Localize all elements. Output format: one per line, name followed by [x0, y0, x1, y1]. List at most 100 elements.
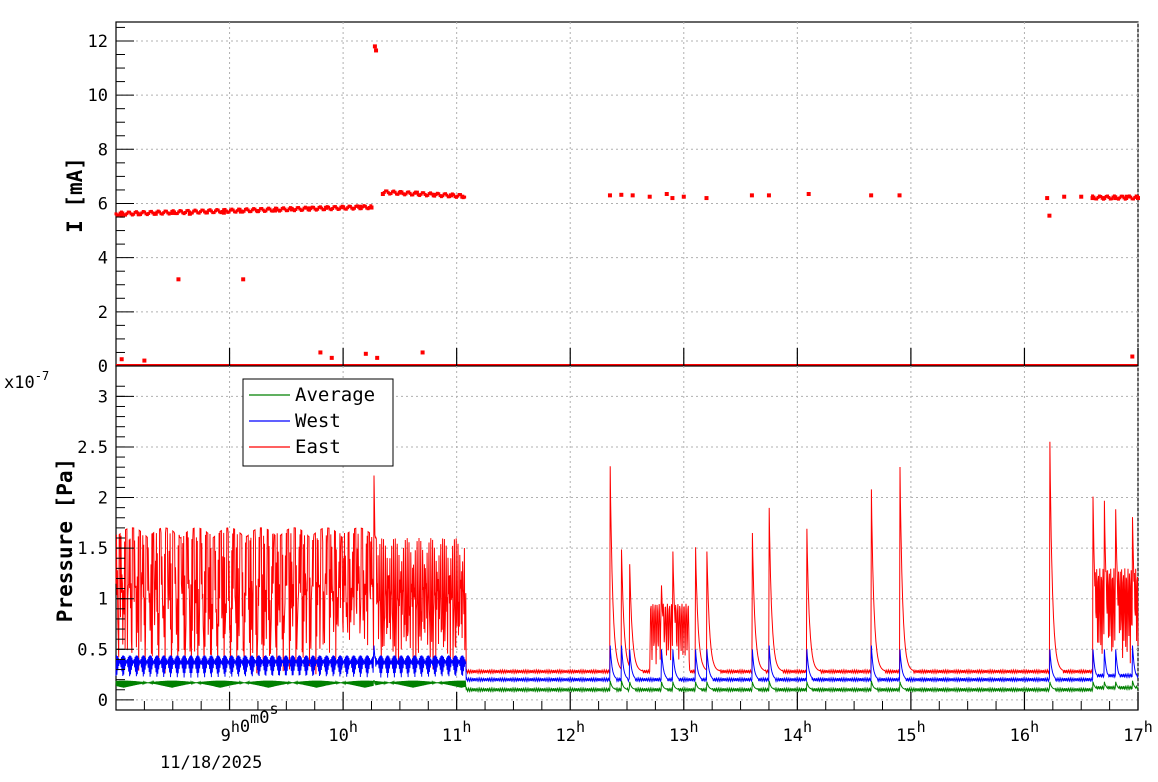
current-data-point	[268, 207, 272, 211]
pressure-y-tick-label: 2.5	[77, 438, 108, 458]
current-data-point	[117, 213, 121, 217]
pressure-x-tick-label: 11h	[442, 718, 472, 746]
current-data-point	[414, 190, 419, 195]
current-y-tick-label: 8	[98, 140, 108, 160]
pressure-x-tick-label: 14h	[783, 718, 813, 746]
current-data-point	[1113, 196, 1118, 201]
current-data-point	[1118, 196, 1122, 200]
current-data-point	[143, 210, 147, 214]
current-data-point	[179, 209, 183, 213]
current-data-point	[375, 355, 380, 360]
current-data-point	[1107, 196, 1111, 200]
current-data-point	[380, 192, 385, 196]
pressure-x-tick-label: 15h	[896, 718, 926, 746]
current-data-point	[670, 196, 675, 201]
pressure-series-east	[115, 441, 1139, 675]
current-data-point	[136, 212, 141, 217]
current-data-point	[255, 209, 260, 214]
current-data-point	[153, 211, 158, 216]
current-data-point	[175, 212, 179, 216]
current-data-point	[363, 204, 367, 208]
legend-label-east: East	[295, 436, 341, 458]
current-grid	[116, 22, 1139, 367]
current-data-point	[301, 208, 305, 212]
current-data-point	[119, 213, 124, 218]
pressure-y-tick-label: 2	[98, 489, 108, 509]
current-data-point	[312, 205, 316, 209]
current-data-point	[897, 193, 902, 198]
current-data-point	[344, 207, 348, 211]
current-data-point	[290, 207, 295, 212]
current-data-point	[806, 192, 811, 196]
current-data-point	[132, 212, 136, 216]
current-data-point	[393, 190, 397, 194]
current-data-point	[294, 207, 298, 211]
current-data-point	[619, 192, 624, 197]
current-data-point	[327, 205, 331, 209]
current-data-point	[286, 209, 290, 213]
current-data-point	[275, 206, 279, 210]
current-data-point	[411, 193, 415, 197]
current-data-point	[186, 208, 190, 212]
pressure-y-axis-title: Pressure [Pa]	[53, 458, 77, 622]
current-data-point	[420, 350, 425, 355]
current-data-point	[337, 207, 341, 211]
current-data-point	[459, 193, 463, 197]
current-data-point	[1101, 196, 1106, 201]
pressure-x-tick-label: 10h	[328, 718, 358, 746]
current-data-point	[297, 206, 301, 210]
pressure-grid	[116, 366, 1139, 710]
current-data-point	[194, 209, 198, 213]
current-data-point	[209, 209, 213, 213]
current-data-point	[422, 191, 426, 195]
current-data-point	[170, 210, 175, 215]
current-data-point	[216, 208, 220, 212]
current-y-tick-label: 10	[88, 86, 108, 106]
current-data-point	[329, 355, 334, 360]
current-y-tick-label: 12	[88, 32, 108, 52]
current-y-axis-title: I [mA]	[63, 157, 87, 233]
current-data-point	[1110, 197, 1114, 201]
current-data-point	[869, 193, 874, 198]
current-data-point	[187, 211, 192, 216]
current-data-point	[452, 193, 456, 197]
date-label: 11/18/2025	[160, 753, 262, 773]
current-data-point	[647, 194, 652, 199]
current-data-point	[367, 205, 371, 209]
current-data-point	[426, 193, 430, 197]
current-data-point	[441, 194, 445, 198]
current-data-point	[333, 205, 337, 209]
current-data-point	[1121, 194, 1125, 198]
current-data-point	[119, 357, 124, 362]
current-data-point	[169, 211, 173, 215]
pressure-y-axis: 0 0.5 1 1.5 2 2.5 3	[77, 385, 134, 711]
current-data-point	[352, 206, 356, 210]
current-data-point	[264, 209, 268, 213]
current-data-point	[253, 207, 257, 211]
current-data-point	[231, 208, 235, 212]
pressure-y-tick-label: 1	[98, 590, 108, 610]
current-data-point	[238, 207, 242, 211]
current-data-point	[341, 205, 346, 210]
current-data-point	[1130, 354, 1135, 359]
pressure-y-tick-label: 3	[98, 387, 108, 407]
current-data-point	[238, 209, 243, 214]
current-y-axis: 0 2 4 6 8 10 12	[88, 26, 134, 377]
current-data-point	[431, 192, 436, 197]
current-data-point	[704, 196, 709, 201]
current-data-point	[283, 207, 287, 211]
legend-label-average: Average	[295, 384, 375, 406]
pressure-series-west	[115, 645, 1139, 683]
current-data-point	[389, 192, 393, 196]
current-data-point	[1124, 194, 1129, 199]
current-data-point	[766, 193, 771, 198]
pressure-x-tick-label: 16h	[1010, 718, 1040, 746]
pressure-panel: 0 0.5 1 1.5 2 2.5 3 9h0m0s 10h 11h 12h 13h 14h 15h 16…	[4, 365, 1153, 773]
current-panel: 0 2 4 6 8 10 12 I [mA]	[63, 21, 1140, 377]
pressure-x-axis: 9h0m0s 10h 11h 12h 13h 14h 15h 16h 17h	[143, 692, 1153, 746]
pressure-x-tick-label: 9h0m0s	[221, 700, 279, 746]
pressure-y-tick-label: 1.5	[77, 539, 108, 559]
current-data-point	[246, 208, 250, 212]
current-data-point	[1095, 197, 1099, 201]
